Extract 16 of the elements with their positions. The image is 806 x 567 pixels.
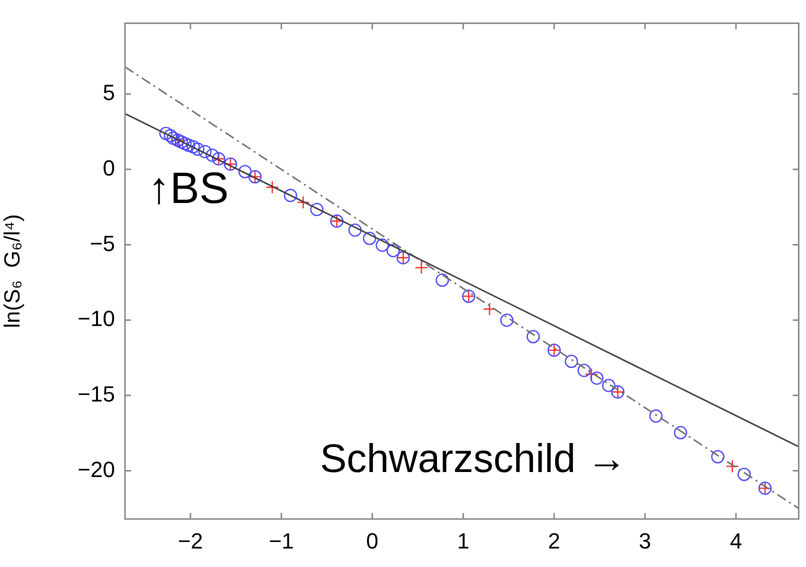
y-tick-label: 0 <box>102 155 115 180</box>
x-tick-label: 2 <box>548 528 560 554</box>
y-tick-label: −20 <box>78 456 115 482</box>
y-tick-label: −10 <box>78 306 115 332</box>
y-axis-title: ln(S₆ G₆/l⁴) <box>0 214 24 328</box>
annotation: ↑BS <box>148 164 229 213</box>
x-tick-label: 0 <box>366 528 378 554</box>
x-tick-label: 1 <box>457 528 470 554</box>
x-tick-label: 4 <box>730 528 742 554</box>
annotation: Schwarzschild → <box>320 437 627 481</box>
y-tick-label: −5 <box>90 230 115 256</box>
y-tick-label: 5 <box>102 80 115 106</box>
x-tick-label: −1 <box>268 528 294 554</box>
x-tick-label: 3 <box>638 528 652 554</box>
y-tick-label: −15 <box>78 381 115 406</box>
x-tick-label: −2 <box>178 528 204 554</box>
